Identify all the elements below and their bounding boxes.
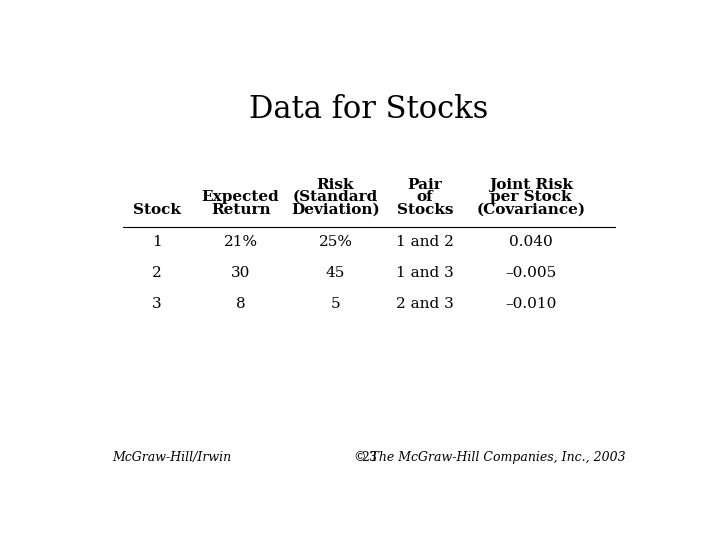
Text: 45: 45 [326,266,345,280]
Text: 1: 1 [152,234,162,248]
Text: 30: 30 [231,266,251,280]
Text: 3: 3 [152,297,162,311]
Text: 1 and 3: 1 and 3 [396,266,454,280]
Text: 0.040: 0.040 [509,234,553,248]
Text: Pair: Pair [408,178,442,192]
Text: of: of [416,190,433,204]
Text: 1 and 2: 1 and 2 [396,234,454,248]
Text: 2: 2 [152,266,162,280]
Text: Stocks: Stocks [397,202,453,217]
Text: 23: 23 [361,451,377,464]
Text: Data for Stocks: Data for Stocks [249,94,489,125]
Text: (Covariance): (Covariance) [476,202,585,217]
Text: (Standard: (Standard [293,190,378,204]
Text: Joint Risk: Joint Risk [489,178,573,192]
Text: 25%: 25% [318,234,353,248]
Text: –0.010: –0.010 [505,297,557,311]
Text: Deviation): Deviation) [291,202,380,217]
Text: 2 and 3: 2 and 3 [396,297,454,311]
Text: per Stock: per Stock [490,190,572,204]
Text: 5: 5 [330,297,341,311]
Text: © The McGraw-Hill Companies, Inc., 2003: © The McGraw-Hill Companies, Inc., 2003 [354,451,626,464]
Text: –0.005: –0.005 [505,266,557,280]
Text: Stock: Stock [133,202,181,217]
Text: McGraw-Hill/Irwin: McGraw-Hill/Irwin [112,451,231,464]
Text: Expected: Expected [202,190,279,204]
Text: Risk: Risk [317,178,354,192]
Text: 21%: 21% [224,234,258,248]
Text: 8: 8 [236,297,246,311]
Text: Return: Return [211,202,271,217]
